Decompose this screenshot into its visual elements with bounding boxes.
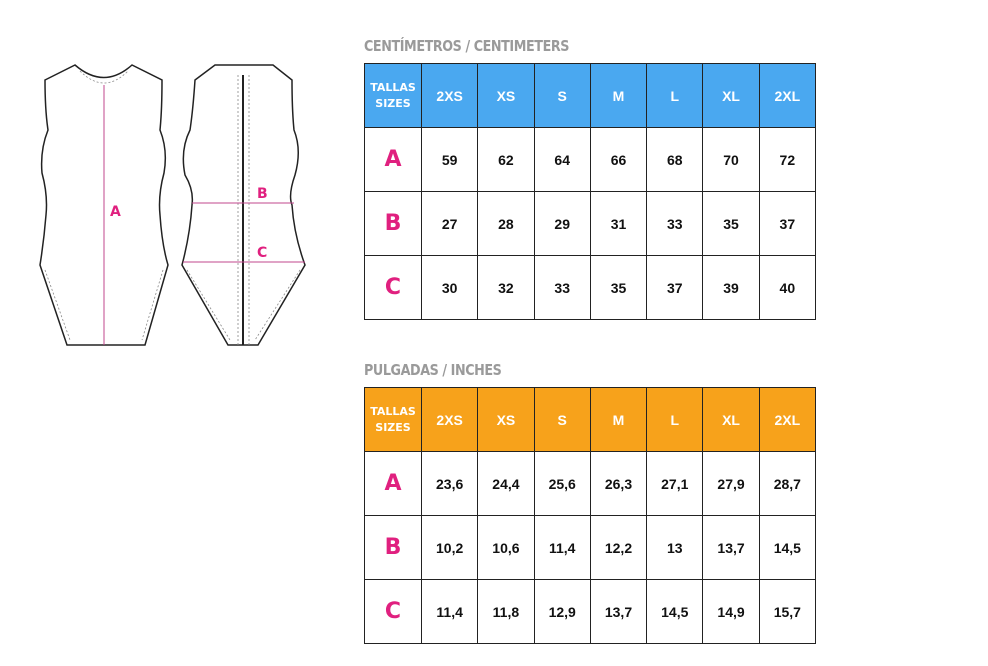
measurement-cell: 27,1 <box>646 451 704 516</box>
row-label: C <box>364 579 422 644</box>
size-header: 2XL <box>758 387 817 452</box>
measurement-cell: 68 <box>646 127 704 192</box>
inch-table-title: PULGADAS / INCHES <box>364 361 502 379</box>
size-header: L <box>646 387 704 452</box>
measurement-cell: 40 <box>758 255 817 320</box>
size-header: XS <box>477 63 535 128</box>
measurement-cell: 35 <box>589 255 648 320</box>
label-b: B <box>257 186 268 202</box>
row-label: C <box>364 255 422 320</box>
measurement-cell: 39 <box>702 255 760 320</box>
size-header: XL <box>702 387 760 452</box>
table-row: C 30 32 33 35 37 39 40 <box>364 255 817 320</box>
row-label: A <box>364 451 422 516</box>
measurement-cell: 33 <box>533 255 591 320</box>
header-row: TALLAS SIZES 2XS XS S M L XL 2XL <box>364 387 817 452</box>
size-header: L <box>646 63 704 128</box>
corner-line: TALLAS <box>370 404 416 418</box>
sizes-corner-header: TALLAS SIZES <box>364 63 422 128</box>
measurement-cell: 27,9 <box>702 451 760 516</box>
measurement-cell: 66 <box>589 127 648 192</box>
measurement-cell: 30 <box>420 255 479 320</box>
measurement-cell: 23,6 <box>420 451 479 516</box>
corner-line: SIZES <box>375 420 411 434</box>
label-a: A <box>110 204 121 220</box>
table-row: C 11,4 11,8 12,9 13,7 14,5 14,9 15,7 <box>364 579 817 644</box>
measurement-cell: 26,3 <box>589 451 648 516</box>
size-header: S <box>533 387 591 452</box>
label-c: C <box>257 245 267 261</box>
measurement-cell: 25,6 <box>533 451 591 516</box>
measurement-cell: 11,4 <box>533 515 591 580</box>
row-label: B <box>364 191 422 256</box>
table-row: B 27 28 29 31 33 35 37 <box>364 191 817 256</box>
size-header: 2XS <box>420 63 479 128</box>
measurement-cell: 14,5 <box>758 515 817 580</box>
measurement-cell: 10,2 <box>420 515 479 580</box>
measurement-cell: 62 <box>477 127 535 192</box>
measurement-cell: 28,7 <box>758 451 817 516</box>
measurement-cell: 11,8 <box>477 579 535 644</box>
size-header: S <box>533 63 591 128</box>
measurement-cell: 13,7 <box>702 515 760 580</box>
measurement-cell: 10,6 <box>477 515 535 580</box>
size-header: 2XL <box>758 63 817 128</box>
cm-table-title: CENTÍMETROS / CENTIMETERS <box>364 37 570 55</box>
measurement-cell: 13,7 <box>589 579 648 644</box>
size-header: XS <box>477 387 535 452</box>
size-header: XL <box>702 63 760 128</box>
size-header: 2XS <box>420 387 479 452</box>
measurement-cell: 12,9 <box>533 579 591 644</box>
size-header: M <box>589 387 648 452</box>
measurement-cell: 59 <box>420 127 479 192</box>
measurement-cell: 32 <box>477 255 535 320</box>
measurement-cell: 14,9 <box>702 579 760 644</box>
measurement-cell: 15,7 <box>758 579 817 644</box>
row-label: B <box>364 515 422 580</box>
measurement-cell: 37 <box>646 255 704 320</box>
header-row: TALLAS SIZES 2XS XS S M L XL 2XL <box>364 63 817 128</box>
measurement-cell: 13 <box>646 515 704 580</box>
measurement-cell: 29 <box>533 191 591 256</box>
measurement-cell: 31 <box>589 191 648 256</box>
sizes-corner-header: TALLAS SIZES <box>364 387 422 452</box>
size-header: M <box>589 63 648 128</box>
measurement-cell: 24,4 <box>477 451 535 516</box>
measurement-cell: 33 <box>646 191 704 256</box>
measurement-cell: 64 <box>533 127 591 192</box>
corner-line: TALLAS <box>370 80 416 94</box>
measurement-cell: 27 <box>420 191 479 256</box>
cm-size-table: TALLAS SIZES 2XS XS S M L XL 2XL A 59 62 64 66 68 70 72 B… <box>364 63 817 320</box>
inch-size-table: TALLAS SIZES 2XS XS S M L XL 2XL A 23,6 24,4 25,6 26,… <box>364 387 817 644</box>
measurement-cell: 72 <box>758 127 817 192</box>
measurement-cell: 28 <box>477 191 535 256</box>
measurement-cell: 37 <box>758 191 817 256</box>
table-row: A 23,6 24,4 25,6 26,3 27,1 27,9 28,7 <box>364 451 817 516</box>
measurement-cell: 11,4 <box>420 579 479 644</box>
measurement-cell: 70 <box>702 127 760 192</box>
measurement-cell: 14,5 <box>646 579 704 644</box>
corner-line: SIZES <box>375 96 411 110</box>
table-row: A 59 62 64 66 68 70 72 <box>364 127 817 192</box>
row-label: A <box>364 127 422 192</box>
measurement-cell: 12,2 <box>589 515 648 580</box>
swimsuit-diagram: A B C <box>39 64 306 346</box>
table-row: B 10,2 10,6 11,4 12,2 13 13,7 14,5 <box>364 515 817 580</box>
measurement-cell: 35 <box>702 191 760 256</box>
